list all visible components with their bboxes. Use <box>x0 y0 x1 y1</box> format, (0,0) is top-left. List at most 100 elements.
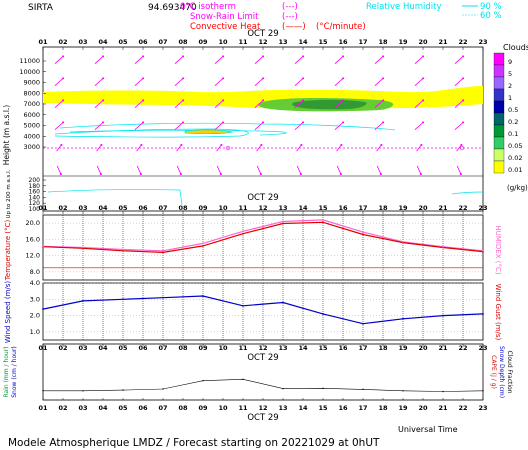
cloud-fraction-point <box>82 390 84 392</box>
legend-convective-unit: (°C/minute) <box>316 22 366 32</box>
colorbar-level-label: 0.02 <box>508 154 522 162</box>
hour-tick-label: 16 <box>338 204 348 212</box>
wind-arrow-head <box>302 121 305 124</box>
wind-arrow <box>414 100 424 108</box>
wind-arrow-head <box>339 173 342 176</box>
rh-lower-right <box>451 191 484 195</box>
hour-tick-label: 12 <box>258 404 267 412</box>
hour-tick-label: 03 <box>78 344 87 352</box>
time-axis-label: Universal Time <box>398 425 458 434</box>
hour-tick-label: 08 <box>178 204 188 212</box>
wind-arrow <box>334 78 344 86</box>
cloud-fraction-point <box>362 388 364 391</box>
wind-arrow-head <box>102 121 105 124</box>
hour-tick-label: 17 <box>358 38 367 46</box>
wind-arrow-head <box>462 55 465 58</box>
rh-lower-left <box>47 189 183 206</box>
wind-arrow-head <box>422 55 425 58</box>
wind-arrow <box>174 78 184 86</box>
cloud-fraction-point <box>442 390 444 393</box>
colorbar-level-label: 1 <box>508 94 512 102</box>
wind-arrow-head <box>299 173 302 176</box>
colorbar-cell <box>493 136 505 150</box>
humidex-point <box>362 231 364 233</box>
snow-depth-ylabel: Snow Depth (cm) <box>498 346 505 398</box>
wind-arrow-head <box>302 77 305 80</box>
profile-panel: 01 02 03 04 05 06 07 08 09 10 11 12 13 14 15 16 17 18 19 20… <box>2 29 528 218</box>
colorbar-cell <box>493 112 505 126</box>
hour-tick-label: 22 <box>458 38 467 46</box>
wind-arrow-head <box>62 77 65 80</box>
temperature-point <box>242 232 244 235</box>
wind-arrow-head <box>142 77 145 80</box>
humidex-point <box>242 230 244 233</box>
humidex-point <box>122 248 124 251</box>
hour-tick-label: 23 <box>478 344 487 352</box>
hour-tick-label: 01 <box>38 404 48 412</box>
wind-speed-point <box>42 308 44 310</box>
hour-tick-label: 09 <box>198 344 208 352</box>
temperature-point <box>162 251 164 254</box>
wind-ytick-label: 1.0 <box>30 328 40 336</box>
hour-tick-label: 07 <box>158 404 167 412</box>
wind-arrow <box>334 122 344 130</box>
hour-tick-label: 19 <box>398 404 408 412</box>
wind-arrow <box>296 165 302 175</box>
wind-arrow-head <box>102 77 105 80</box>
hour-tick-label: 15 <box>318 404 328 412</box>
wind-arrow-head <box>262 77 265 80</box>
profile-ytick-label: 5000 <box>23 122 40 130</box>
hour-tick-label: 07 <box>158 344 167 352</box>
precip-panel: 01 02 03 04 05 06 07 08 09 10 11 12 13 14 15 16 17 18 19 20… <box>3 343 513 423</box>
temperature-point <box>362 233 364 236</box>
legend-rh-label: Relative Humidity <box>366 2 442 12</box>
wind-arrow <box>416 165 422 175</box>
cloud-fraction-ylabel: Cloud Fraction <box>506 351 513 394</box>
profile-ylabel: Height (m a.s.l.) <box>2 105 11 166</box>
wind-arrow <box>294 100 304 108</box>
wind-arrow-head <box>142 99 145 102</box>
hour-tick-label: 15 <box>318 204 328 212</box>
wind-arrow <box>454 78 464 86</box>
wind-arrow-head <box>459 173 462 176</box>
hour-tick-label: 18 <box>378 38 388 46</box>
humidex-point <box>482 249 484 252</box>
hour-tick-label: 04 <box>98 204 108 212</box>
hour-tick-label: 12 <box>258 344 267 352</box>
temp-yticks: 8.0 12.0 16.0 20.0 <box>26 219 483 276</box>
wind-arrow <box>94 56 104 64</box>
temp-ytick-label: 20.0 <box>26 219 40 227</box>
wind-arrow-head <box>139 173 142 176</box>
hour-tick-label: 18 <box>378 404 388 412</box>
hour-tick-label: 21 <box>438 38 448 46</box>
wind-speed-point <box>322 313 324 315</box>
colorbar-level-label: 0.5 <box>508 106 518 114</box>
wind-arrow <box>294 78 304 86</box>
hour-tick-label: 04 <box>98 38 108 46</box>
humidex-point <box>442 245 444 248</box>
hour-tick-label: 06 <box>138 38 148 46</box>
wind-arrow <box>94 78 104 86</box>
colorbar-level-label: 5 <box>508 70 512 78</box>
colorbar-cell <box>493 160 505 174</box>
colorbar-cell <box>493 88 505 102</box>
hour-tick-label: 17 <box>358 404 367 412</box>
wind-arrow-head <box>342 55 345 58</box>
profile-ytick-label: 4000 <box>23 132 40 140</box>
snow-ylabel: Snow (cm / hour) <box>11 346 18 398</box>
hour-tick-label: 13 <box>278 344 287 352</box>
station-coords: 94.693470 <box>148 3 197 13</box>
wind-arrow-head <box>102 99 105 102</box>
profile-ylabel2: Up to 200 m a.s.l. <box>6 169 12 218</box>
hour-tick-label: 01 <box>38 344 48 352</box>
wind-arrow-head <box>180 143 183 146</box>
wind-arrow <box>94 122 104 130</box>
profile-ytick-label: 9000 <box>23 79 40 87</box>
wind-arrow <box>174 100 184 108</box>
wind-arrow-head <box>259 173 262 176</box>
wind-arrow <box>134 122 144 130</box>
wind-arrow-head <box>460 143 463 146</box>
profile-date: OCT 29 <box>247 29 278 39</box>
wind-arrow <box>54 56 64 64</box>
profile-frame <box>42 46 484 212</box>
